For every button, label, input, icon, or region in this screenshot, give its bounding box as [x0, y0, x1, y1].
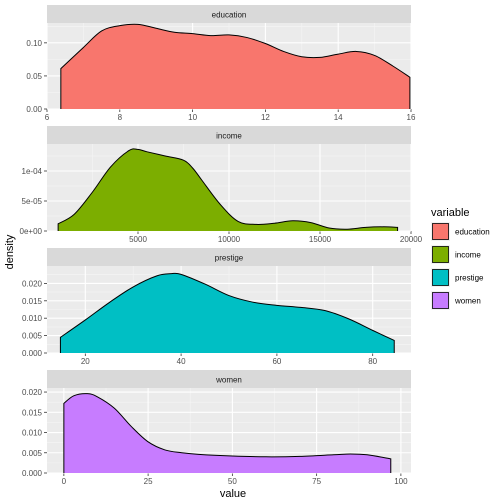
panel-income: income 5000 10000 15000 20000 0e+00 5e-05 1e-04 [20, 126, 423, 244]
y-tick-label: 0.015 [22, 297, 43, 306]
x-tick-label: 0 [62, 477, 67, 486]
y-axis-title: density [4, 234, 16, 269]
x-tick-label: 12 [261, 113, 270, 122]
x-tick-label: 20 [81, 357, 90, 366]
density-outline-women [63, 393, 392, 473]
density-outline-education [60, 23, 411, 109]
legend-label-prestige: prestige [455, 274, 484, 283]
strip-background [47, 248, 411, 266]
x-tick-label: 25 [144, 477, 153, 486]
panel-prestige: prestige 20 40 60 80 0.000 0.005 0.010 0.015 0.02… [22, 248, 411, 366]
density-outline-prestige [59, 272, 395, 353]
x-tick-label: 40 [177, 357, 186, 366]
legend-swatch-income [432, 246, 449, 263]
legend-swatch-women [432, 292, 449, 309]
y-tick-label: 0e+00 [20, 227, 43, 236]
x-tick-label: 10 [188, 113, 197, 122]
y-tick-label: 0.005 [22, 449, 43, 458]
x-tick-label: 16 [407, 113, 416, 122]
x-axis-title: value [220, 488, 246, 500]
x-tick-label: 50 [228, 477, 237, 486]
legend-label-women: women [454, 297, 481, 306]
y-tick-label: 0.000 [22, 349, 43, 358]
x-tick-label: 100 [394, 477, 408, 486]
density-area-income [58, 148, 398, 231]
x-tick-label: 75 [312, 477, 321, 486]
strip-label-women: women [215, 376, 242, 385]
y-tick-label: 0.020 [22, 388, 43, 397]
density-outline-income [57, 148, 399, 231]
strip-label-income: income [216, 132, 242, 141]
density-area-education [60, 24, 410, 109]
y-tick-label: 0.00 [26, 105, 42, 114]
y-tick-label: 5e-05 [22, 197, 43, 206]
x-tick-label: 80 [368, 357, 377, 366]
x-tick-label: 8 [118, 113, 123, 122]
x-tick-label: 10000 [218, 235, 241, 244]
x-tick-label: 15000 [309, 235, 332, 244]
panel-education: education 6 8 10 12 14 16 0.00 0.05 0.10 [26, 5, 416, 122]
y-tick-label: 0.005 [22, 332, 43, 341]
x-tick-label: 14 [334, 113, 343, 122]
x-tick-label: 20000 [400, 235, 423, 244]
strip-background [47, 5, 411, 23]
legend: variable education income prestige women [431, 207, 490, 310]
y-tick-label: 0.000 [22, 469, 43, 478]
strip-background [47, 126, 411, 144]
legend-label-income: income [455, 251, 481, 260]
panel-women: women 0 25 50 75 100 0.000 0.005 0.010 0.015 0.020 [22, 370, 411, 486]
x-tick-label: 60 [272, 357, 281, 366]
density-area-prestige [60, 273, 395, 353]
y-tick-label: 0.05 [26, 72, 42, 81]
y-tick-label: 0.015 [22, 408, 43, 417]
y-tick-label: 0.010 [22, 429, 43, 438]
strip-label-education: education [212, 11, 247, 20]
y-tick-label: 0.020 [22, 279, 43, 288]
legend-title: variable [431, 207, 470, 219]
x-tick-label: 5000 [129, 235, 147, 244]
strip-label-prestige: prestige [215, 254, 244, 263]
legend-swatch-prestige [432, 269, 449, 286]
legend-swatch-education [432, 223, 449, 240]
density-area-women [63, 393, 391, 473]
y-tick-label: 0.010 [22, 314, 43, 323]
strip-background [47, 370, 411, 388]
y-tick-label: 1e-04 [22, 167, 43, 176]
x-tick-label: 6 [45, 113, 50, 122]
legend-label-education: education [455, 228, 490, 237]
y-tick-label: 0.10 [26, 39, 42, 48]
